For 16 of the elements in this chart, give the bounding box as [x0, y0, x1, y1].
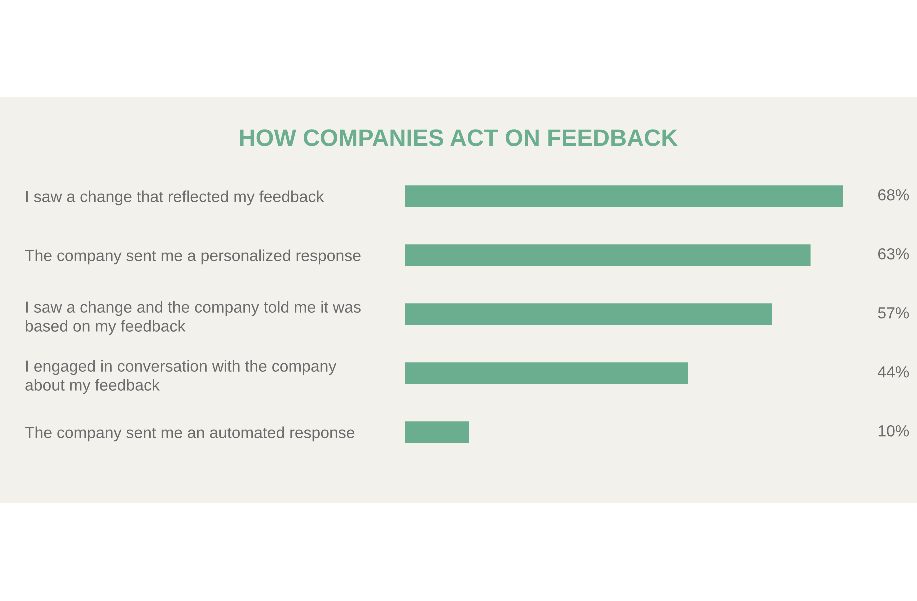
y-tick-label: I engaged in conversation with the company about my feedback — [26, 360, 337, 394]
bar — [405, 422, 470, 444]
bar — [405, 244, 811, 266]
bar — [405, 186, 843, 208]
y-tick-label: I saw a change that reflected my feedback — [26, 190, 324, 206]
y-tick-label: The company sent me a personalized response — [25, 250, 361, 265]
y-tick-label: I saw a change and the company told me it was based on my feedback — [26, 301, 361, 336]
bar — [405, 362, 688, 384]
chart-title: HOW COMPANIES ACT ON FEEDBACK — [240, 130, 678, 146]
data-label: 44% — [878, 366, 910, 378]
data-label: 68% — [878, 189, 910, 201]
y-tick-label: The company sent me an automated response — [25, 426, 355, 442]
data-label: 57% — [878, 308, 910, 319]
data-label: 10% — [878, 425, 910, 437]
data-label: 63% — [878, 248, 910, 260]
bar — [405, 304, 772, 326]
